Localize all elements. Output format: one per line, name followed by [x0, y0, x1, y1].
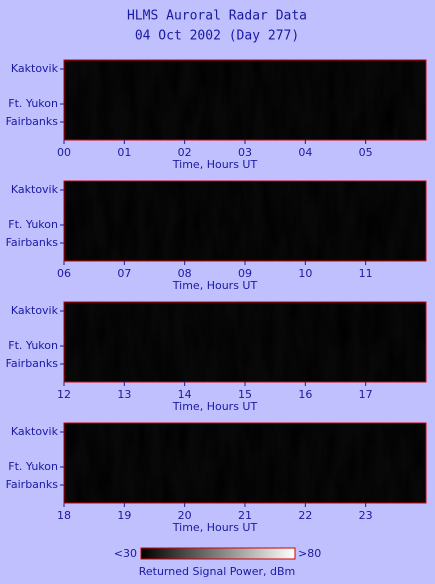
x-tick-label: 13 — [117, 388, 131, 401]
x-axis-label: Time, Hours UT — [172, 400, 258, 413]
y-tick-label: Fairbanks — [6, 115, 59, 128]
x-tick-label: 03 — [238, 146, 252, 159]
x-axis-label: Time, Hours UT — [172, 521, 258, 534]
x-tick-label: 07 — [117, 267, 131, 280]
x-tick-label: 15 — [238, 388, 252, 401]
y-tick-label: Kaktovik — [11, 304, 59, 317]
title: HLMS Auroral Radar Data — [127, 9, 307, 24]
x-tick-label: 06 — [57, 267, 71, 280]
y-tick-label: Ft. Yukon — [8, 218, 58, 231]
x-tick-label: 00 — [57, 146, 71, 159]
colorbar — [140, 547, 296, 560]
x-tick-label: 08 — [178, 267, 192, 280]
subtitle: 04 Oct 2002 (Day 277) — [135, 29, 299, 44]
y-tick-label: Kaktovik — [11, 62, 59, 75]
y-tick-label: Kaktovik — [11, 425, 59, 438]
x-tick-label: 17 — [359, 388, 373, 401]
y-tick-label: Ft. Yukon — [8, 97, 58, 110]
y-tick-label: Ft. Yukon — [8, 339, 58, 352]
radar-image-band — [64, 302, 426, 382]
x-tick-label: 09 — [238, 267, 252, 280]
x-axis-label: Time, Hours UT — [172, 279, 258, 292]
y-tick-label: Kaktovik — [11, 183, 59, 196]
x-tick-label: 18 — [57, 509, 71, 522]
x-tick-label: 22 — [298, 509, 312, 522]
y-tick-label: Fairbanks — [6, 236, 59, 249]
x-tick-label: 20 — [178, 509, 192, 522]
x-tick-label: 02 — [178, 146, 192, 159]
colorbar-min: <30 — [114, 547, 137, 560]
x-tick-label: 10 — [298, 267, 312, 280]
x-tick-label: 16 — [298, 388, 312, 401]
x-tick-label: 21 — [238, 509, 252, 522]
x-tick-label: 23 — [359, 509, 373, 522]
x-tick-label: 11 — [359, 267, 373, 280]
colorbar-label: Returned Signal Power, dBm — [139, 565, 296, 578]
x-tick-label: 12 — [57, 388, 71, 401]
x-tick-label: 19 — [117, 509, 131, 522]
radar-image-band — [64, 60, 426, 140]
radar-image-band — [64, 423, 426, 503]
colorbar-max: >80 — [298, 547, 321, 560]
x-axis-label: Time, Hours UT — [172, 158, 258, 171]
x-tick-label: 14 — [178, 388, 192, 401]
y-tick-label: Ft. Yukon — [8, 460, 58, 473]
y-tick-label: Fairbanks — [6, 357, 59, 370]
radar-image-band — [64, 181, 426, 261]
x-tick-label: 04 — [298, 146, 312, 159]
x-tick-label: 05 — [359, 146, 373, 159]
y-tick-label: Fairbanks — [6, 478, 59, 491]
x-tick-label: 01 — [117, 146, 131, 159]
